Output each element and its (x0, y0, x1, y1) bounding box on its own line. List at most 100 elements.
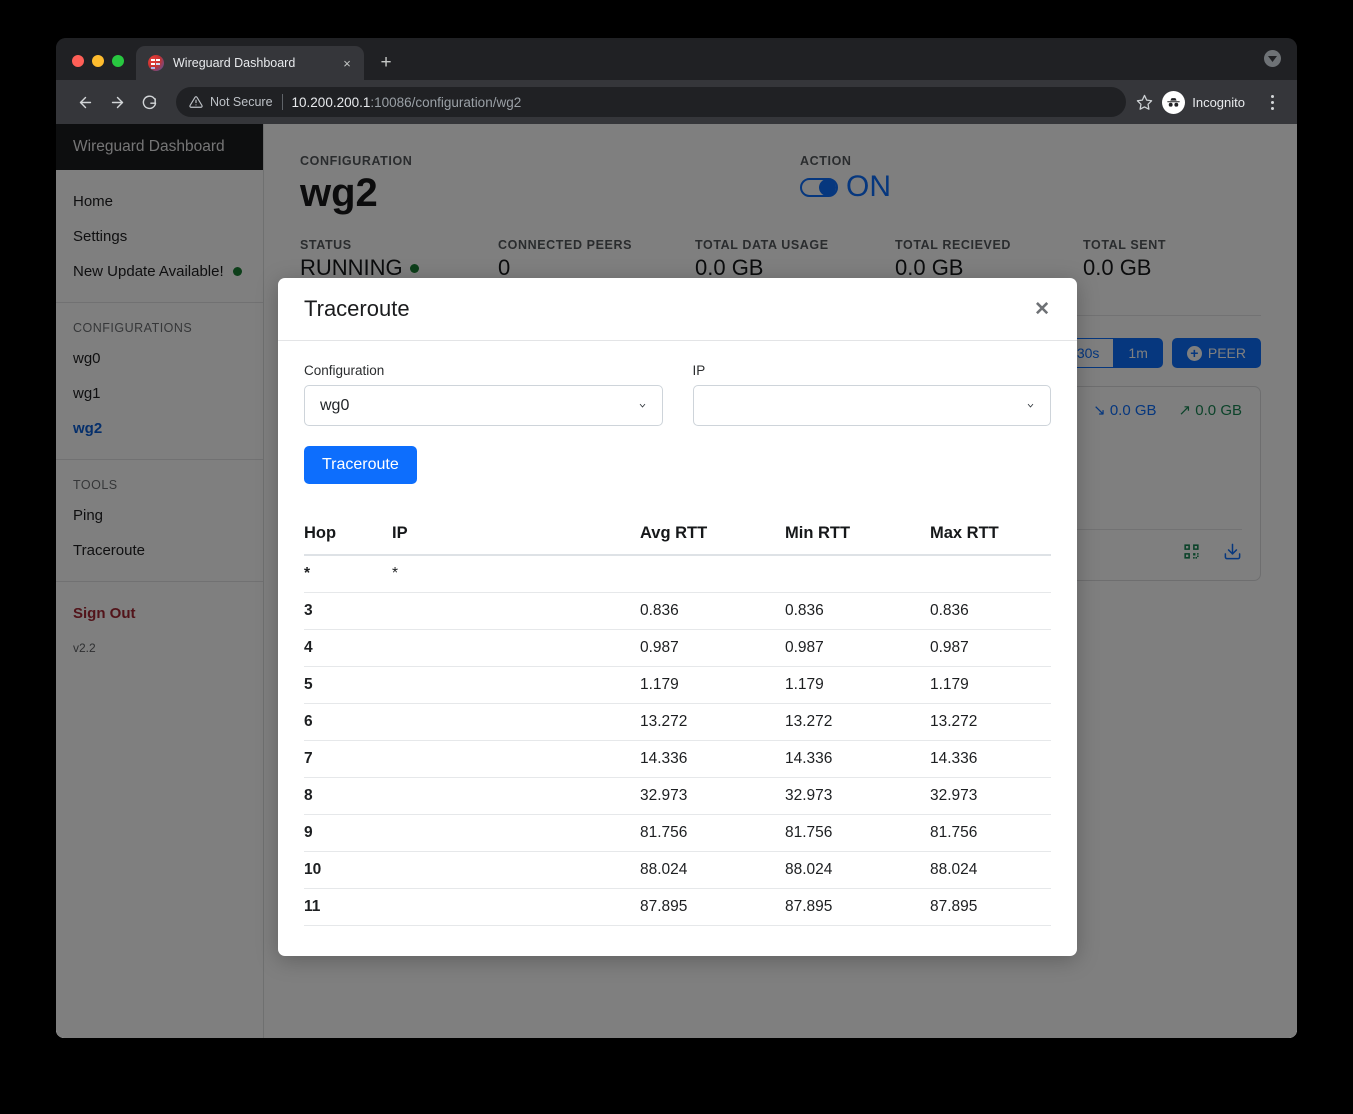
cell-avg (640, 555, 785, 593)
cell-max: 14.336 (930, 740, 1051, 778)
cell-min (785, 555, 930, 593)
cell-min: 14.336 (785, 740, 930, 778)
cell-min: 0.987 (785, 629, 930, 667)
traceroute-results-table: Hop IP Avg RTT Min RTT Max RTT * * (304, 514, 1051, 926)
configuration-field-label: Configuration (304, 363, 385, 378)
forward-button[interactable] (102, 87, 132, 117)
cell-ip (392, 814, 640, 852)
cell-ip (392, 666, 640, 704)
chevron-down-icon (1024, 401, 1037, 410)
cell-max (930, 555, 1051, 593)
cell-hop: 10 (304, 851, 392, 889)
bookmark-star-icon[interactable] (1136, 94, 1153, 111)
cell-hop: 11 (304, 888, 392, 926)
cell-hop: 6 (304, 703, 392, 741)
cell-ip (392, 851, 640, 889)
address-bar[interactable]: Not Secure 10.200.200.1:10086/configurat… (176, 87, 1127, 117)
cell-ip (392, 777, 640, 815)
cell-avg: 81.756 (640, 814, 785, 852)
browser-toolbar: Not Secure 10.200.200.1:10086/configurat… (56, 80, 1297, 124)
configuration-select[interactable]: wg0 (304, 385, 663, 426)
reload-button[interactable] (134, 87, 164, 117)
cell-avg: 13.272 (640, 703, 785, 741)
cell-ip: * (392, 555, 640, 593)
modal-title: Traceroute (304, 296, 410, 321)
cell-avg: 0.836 (640, 592, 785, 630)
cell-max: 0.987 (930, 629, 1051, 667)
cell-max: 88.024 (930, 851, 1051, 889)
ip-field: IP (692, 363, 1051, 426)
security-status-label: Not Secure (210, 95, 273, 109)
close-icon[interactable]: ✕ (1034, 298, 1050, 320)
table-header-row: Hop IP Avg RTT Min RTT Max RTT (304, 514, 1051, 556)
table-row: 6 13.272 13.272 13.272 (304, 703, 1051, 741)
cell-avg: 32.973 (640, 777, 785, 815)
cell-max: 87.895 (930, 888, 1051, 926)
table-row: 11 87.895 87.895 87.895 (304, 888, 1051, 926)
cell-min: 88.024 (785, 851, 930, 889)
traceroute-modal: Traceroute ✕ Configuration wg0 (278, 278, 1077, 956)
browser-tab[interactable]: Wireguard Dashboard × (136, 46, 364, 80)
cell-avg: 14.336 (640, 740, 785, 778)
tab-search-icon[interactable] (1264, 50, 1281, 67)
tab-close-icon[interactable]: × (343, 55, 351, 71)
page-content: Wireguard Dashboard Home Settings New Up… (56, 124, 1297, 1038)
minimize-window-button[interactable] (92, 55, 104, 67)
cell-min: 13.272 (785, 703, 930, 741)
column-header-hop: Hop (304, 514, 392, 556)
omnibox-divider (281, 94, 283, 110)
column-header-min-rtt: Min RTT (785, 514, 930, 556)
ip-field-label: IP (692, 363, 706, 378)
cell-max: 1.179 (930, 666, 1051, 704)
tab-strip: Wireguard Dashboard × + (56, 38, 1297, 80)
incognito-profile-chip[interactable]: Incognito (1159, 88, 1257, 116)
cell-min: 32.973 (785, 777, 930, 815)
close-window-button[interactable] (72, 55, 84, 67)
ip-select[interactable] (692, 385, 1051, 426)
traceroute-submit-button[interactable]: Traceroute (304, 446, 417, 484)
table-row: 3 0.836 0.836 0.836 (304, 592, 1051, 630)
cell-hop: 8 (304, 777, 392, 815)
url-text: 10.200.200.1:10086/configuration/wg2 (292, 95, 522, 110)
cell-hop: 9 (304, 814, 392, 852)
cell-ip (392, 740, 640, 778)
maximize-window-button[interactable] (112, 55, 124, 67)
cell-hop: * (304, 555, 392, 593)
table-row: 9 81.756 81.756 81.756 (304, 814, 1051, 852)
cell-min: 87.895 (785, 888, 930, 926)
column-header-max-rtt: Max RTT (930, 514, 1051, 556)
window-traffic-lights (56, 55, 136, 80)
cell-hop: 3 (304, 592, 392, 630)
cell-min: 0.836 (785, 592, 930, 630)
cell-hop: 4 (304, 629, 392, 667)
url-host: 10.200.200.1 (291, 94, 371, 110)
traceroute-form: Configuration wg0 IP (304, 363, 1051, 426)
table-row: * * (304, 555, 1051, 593)
cell-max: 13.272 (930, 703, 1051, 741)
cell-hop: 7 (304, 740, 392, 778)
modal-header: Traceroute ✕ (278, 278, 1077, 341)
incognito-icon (1162, 90, 1186, 114)
new-tab-button[interactable]: + (380, 52, 392, 73)
chevron-down-icon (636, 401, 649, 410)
configuration-field: Configuration wg0 (304, 363, 663, 426)
cell-hop: 5 (304, 666, 392, 704)
cell-max: 81.756 (930, 814, 1051, 852)
cell-ip (392, 703, 640, 741)
table-head: Hop IP Avg RTT Min RTT Max RTT (304, 514, 1051, 556)
back-button[interactable] (70, 87, 100, 117)
kebab-menu-icon[interactable] (1259, 94, 1285, 110)
cell-ip (392, 629, 640, 667)
cell-avg: 88.024 (640, 851, 785, 889)
cell-avg: 87.895 (640, 888, 785, 926)
cell-min: 81.756 (785, 814, 930, 852)
cell-avg: 1.179 (640, 666, 785, 704)
browser-window: Wireguard Dashboard × + Not Secure 10.20… (56, 38, 1297, 1038)
cell-min: 1.179 (785, 666, 930, 704)
cell-ip (392, 592, 640, 630)
cell-max: 32.973 (930, 777, 1051, 815)
table-row: 8 32.973 32.973 32.973 (304, 777, 1051, 815)
table-body: * * 3 0.836 0.836 0.836 (304, 555, 1051, 926)
tab-title: Wireguard Dashboard (173, 56, 296, 70)
wireguard-logo-icon (148, 55, 164, 71)
